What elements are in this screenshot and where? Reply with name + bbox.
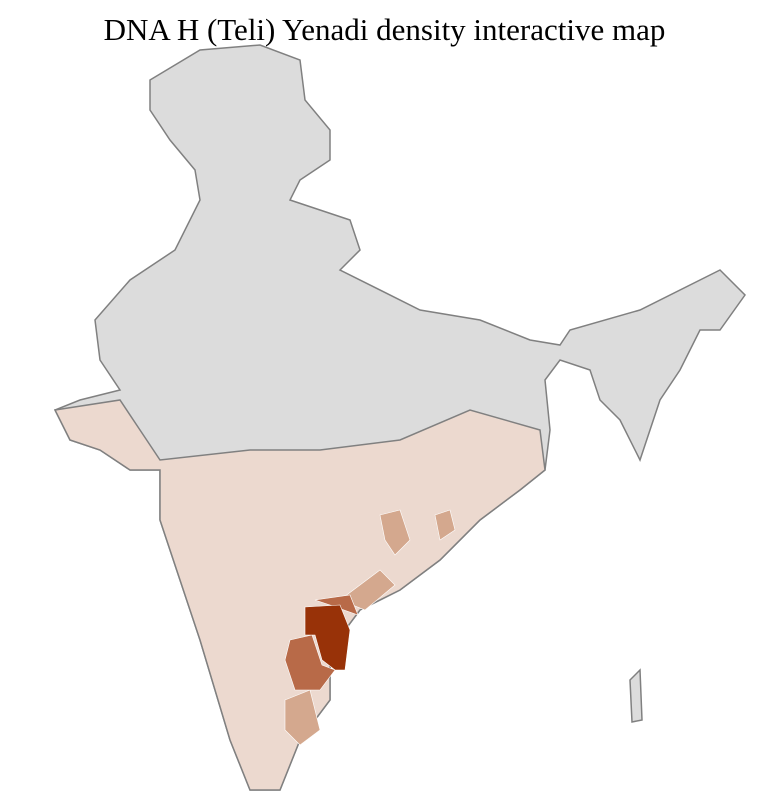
region-highest-density[interactable] [304,604,351,671]
region-medium-density[interactable] [339,569,396,611]
region-high-density[interactable] [284,634,336,691]
map-title: DNA H (Teli) Yenadi density interactive … [103,12,666,47]
region-medium-density[interactable] [379,509,411,556]
region-no-data[interactable] [629,668,643,723]
region-medium-density[interactable] [434,509,456,541]
region-medium-density[interactable] [284,689,321,746]
region-low-density[interactable] [53,399,546,791]
region-no-data[interactable] [53,44,746,791]
